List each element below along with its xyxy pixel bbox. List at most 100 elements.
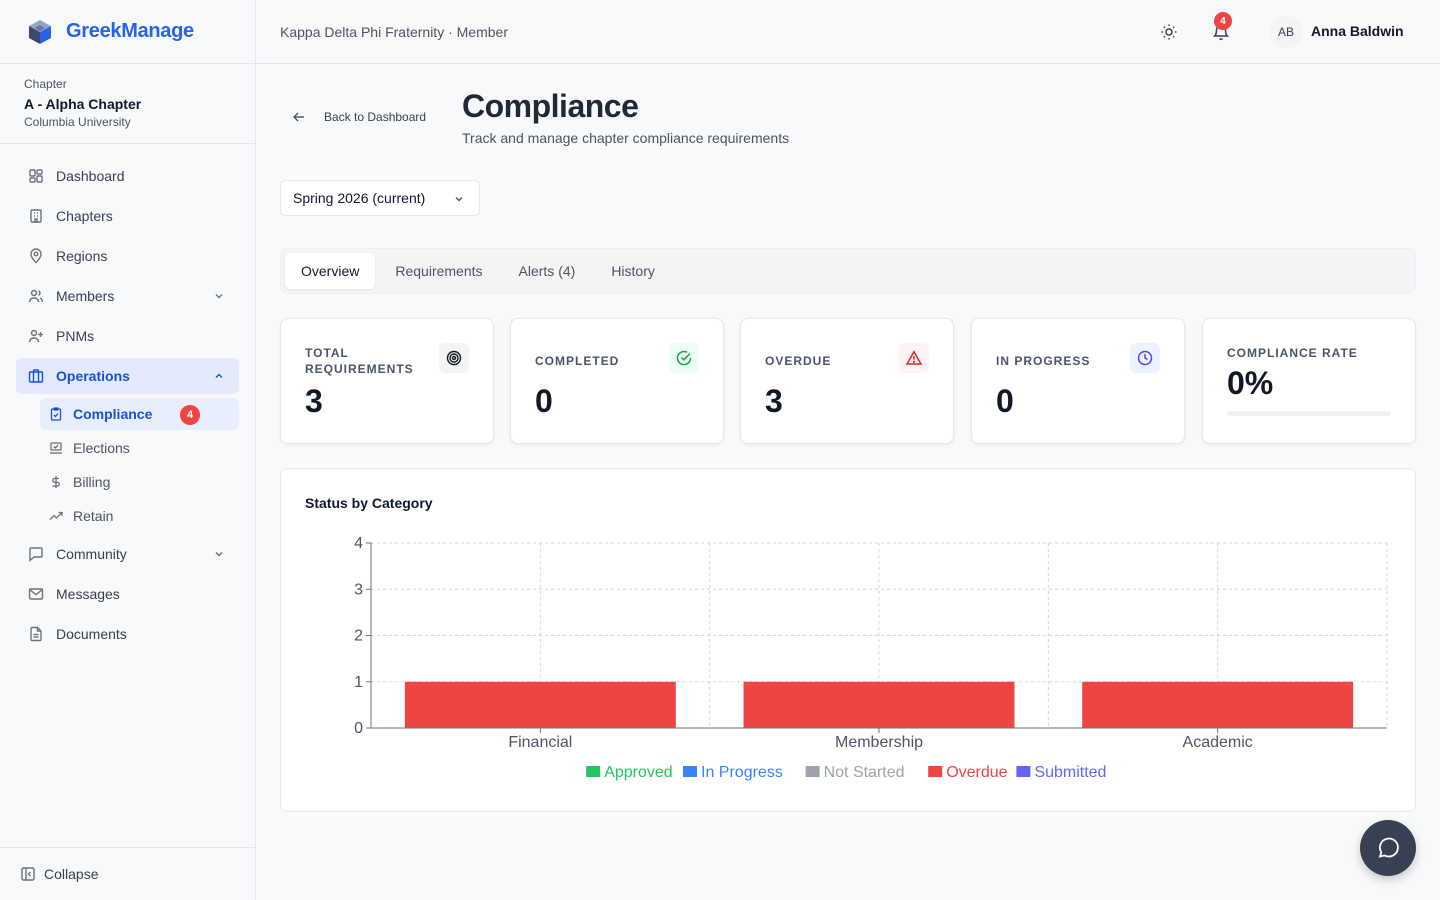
organization-label: Kappa Delta Phi Fraternity · Member <box>280 23 508 40</box>
legend-label: In Progress <box>701 764 783 781</box>
x-tick-label: Financial <box>508 734 572 751</box>
top-header: Kappa Delta Phi Fraternity · Member 4 AB… <box>256 0 1440 64</box>
sidebar-item-regions[interactable]: Regions <box>16 238 239 274</box>
legend-label: Submitted <box>1034 764 1106 781</box>
legend-swatch <box>586 766 601 777</box>
stat-label: COMPLETED <box>535 354 620 368</box>
avatar[interactable]: AB <box>1270 16 1302 48</box>
y-tick-label: 4 <box>354 535 363 552</box>
message-square-icon <box>28 546 44 562</box>
stat-label: TOTAL REQUIREMENTS <box>305 346 414 376</box>
sidebar-item-label: Elections <box>73 440 130 456</box>
tab-history[interactable]: History <box>611 263 655 279</box>
term-select[interactable]: Spring 2026 (current) <box>280 180 480 216</box>
tab-alerts[interactable]: Alerts (4) <box>518 263 576 279</box>
chevron-down-icon <box>453 193 465 205</box>
grid-icon <box>28 168 44 184</box>
sidebar-item-documents[interactable]: Documents <box>16 616 239 652</box>
sidebar-item-label: Compliance <box>73 406 153 422</box>
trending-up-icon <box>49 509 63 523</box>
tab-overview[interactable]: Overview <box>285 253 376 289</box>
chapter-switcher[interactable]: Chapter A - Alpha Chapter Columbia Unive… <box>0 64 255 144</box>
sidebar-item-retain[interactable]: Retain <box>40 500 239 532</box>
sidebar-item-chapters[interactable]: Chapters <box>16 198 239 234</box>
page-subtitle: Track and manage chapter compliance requ… <box>462 130 790 146</box>
briefcase-icon <box>28 368 44 384</box>
file-icon <box>28 626 44 642</box>
stat-label: COMPLIANCE RATE <box>1227 346 1358 360</box>
chat-button[interactable] <box>1360 820 1416 876</box>
arrow-left-icon <box>292 110 306 124</box>
sidebar-item-label: PNMs <box>56 328 95 344</box>
chapter-name: A - Alpha Chapter <box>24 96 142 112</box>
sidebar-item-label: Regions <box>56 248 108 264</box>
y-tick-label: 3 <box>354 581 363 598</box>
y-tick-label: 0 <box>354 720 363 737</box>
stat-value: 3 <box>305 383 323 419</box>
sidebar-item-label: Community <box>56 546 127 562</box>
stat-card-overdue: OVERDUE 3 <box>740 318 954 444</box>
legend-label: Approved <box>604 764 673 781</box>
status-by-category-chart: 0 1 2 3 4 Financial Membership Academic Approved… <box>354 535 1388 781</box>
sidebar-item-billing[interactable]: Billing <box>40 466 239 498</box>
brand[interactable]: GreekManage <box>0 0 255 64</box>
alert-triangle-icon <box>899 343 929 373</box>
stats-row: TOTAL REQUIREMENTS 3 COMPLETED 0 OVERDUE… <box>280 318 1416 444</box>
stat-label: IN PROGRESS <box>996 354 1091 368</box>
sidebar-item-label: Billing <box>73 474 111 490</box>
check-circle-icon <box>669 343 699 373</box>
stat-value: 3 <box>765 383 783 419</box>
sidebar-item-operations[interactable]: Operations <box>16 358 239 394</box>
x-tick-label: Membership <box>835 734 923 751</box>
user-name[interactable]: Anna Baldwin <box>1311 23 1404 39</box>
sidebar-item-elections[interactable]: Elections <box>40 432 239 464</box>
legend-swatch <box>1016 766 1031 777</box>
cube-logo-icon <box>29 19 51 44</box>
bar-overdue <box>404 681 676 728</box>
stat-value: 0% <box>1227 365 1274 401</box>
mail-icon <box>28 586 44 602</box>
sun-icon[interactable] <box>1160 23 1178 41</box>
stat-value: 0 <box>996 383 1014 419</box>
sidebar-item-pnms[interactable]: PNMs <box>16 318 239 354</box>
chevron-down-icon <box>213 290 225 302</box>
y-tick-label: 1 <box>354 674 363 691</box>
chapter-university: Columbia University <box>24 115 131 129</box>
collapse-sidebar-button[interactable]: Collapse <box>0 847 255 900</box>
chat-bubble-icon <box>1378 837 1399 858</box>
vote-icon <box>49 441 63 455</box>
stat-card-in-progress: IN PROGRESS 0 <box>971 318 1185 444</box>
page-title: Compliance <box>462 88 639 124</box>
term-selected-value: Spring 2026 (current) <box>293 190 426 206</box>
x-tick-label: Academic <box>1183 734 1253 751</box>
sidebar-item-label: Operations <box>56 368 130 384</box>
stat-card-compliance-rate: COMPLIANCE RATE 0% <box>1202 318 1416 444</box>
sidebar-item-label: Members <box>56 288 115 304</box>
legend-label: Not Started <box>824 764 905 781</box>
collapse-label: Collapse <box>44 866 99 882</box>
sidebar-nav: Dashboard Chapters Regions Members PNMs … <box>0 144 255 652</box>
brand-name: GreekManage <box>66 20 194 42</box>
legend-label: Overdue <box>946 764 1007 781</box>
status-by-category-card: Status by Category 0 1 2 3 4 Financial Members… <box>280 468 1416 812</box>
clock-icon <box>1130 343 1160 373</box>
building-icon <box>28 208 44 224</box>
compliance-rate-bar <box>1227 411 1391 416</box>
back-link-label: Back to Dashboard <box>324 110 427 124</box>
sidebar: GreekManage Chapter A - Alpha Chapter Co… <box>0 0 256 900</box>
sidebar-item-community[interactable]: Community <box>16 536 239 572</box>
map-pin-icon <box>28 248 44 264</box>
users-icon <box>28 288 44 304</box>
legend-swatch <box>805 766 820 777</box>
user-plus-icon <box>28 328 44 344</box>
sidebar-item-compliance[interactable]: Compliance 4 <box>40 398 239 430</box>
back-to-dashboard-link[interactable]: Back to Dashboard <box>292 110 426 124</box>
sidebar-item-members[interactable]: Members <box>16 278 239 314</box>
chart-title: Status by Category <box>305 495 433 511</box>
sidebar-item-messages[interactable]: Messages <box>16 576 239 612</box>
stat-value: 0 <box>535 383 553 419</box>
tab-requirements[interactable]: Requirements <box>395 263 483 279</box>
sidebar-item-dashboard[interactable]: Dashboard <box>16 158 239 194</box>
notification-count-badge: 4 <box>1214 12 1232 30</box>
panel-collapse-icon <box>20 866 36 882</box>
